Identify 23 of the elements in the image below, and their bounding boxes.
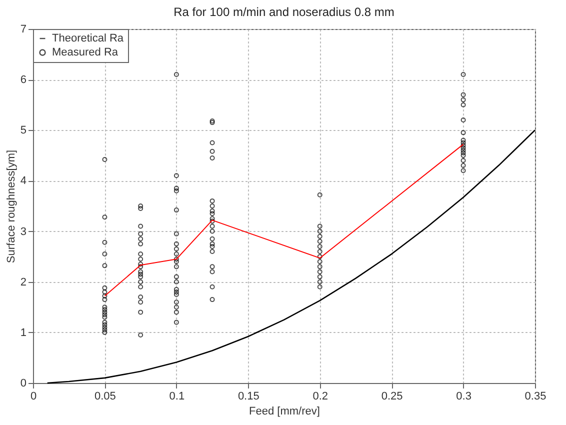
y-tick-label: 6 xyxy=(20,74,26,86)
x-axis-title: Feed [mm/rev] xyxy=(249,406,320,418)
chart-title: Ra for 100 m/min and noseradius 0.8 mm xyxy=(174,5,394,19)
y-tick-label: 4 xyxy=(20,175,26,188)
legend-label: Theoretical Ra xyxy=(52,32,124,44)
x-tick-label: 0.2 xyxy=(312,390,328,402)
x-tick-label: 0 xyxy=(30,390,37,402)
x-tick-label: 0.3 xyxy=(456,390,472,402)
y-axis-title: Surface roughness[ym] xyxy=(5,150,18,264)
x-tick-label: 0.05 xyxy=(94,390,116,402)
y-tick-label: 0 xyxy=(20,378,26,390)
line-series xyxy=(46,129,536,384)
y-tick-label: 2 xyxy=(20,276,26,288)
x-tick-label: 0.15 xyxy=(238,390,260,402)
legend-label: Measured Ra xyxy=(52,46,119,58)
x-tick-label: 0.35 xyxy=(524,390,546,402)
y-tick-label: 7 xyxy=(20,24,26,36)
x-tick-label: 0.25 xyxy=(381,390,403,402)
line-series xyxy=(104,144,464,297)
y-tick-label: 1 xyxy=(20,326,26,339)
y-tick-label: 5 xyxy=(20,124,26,137)
y-tick-label: 3 xyxy=(20,226,26,238)
x-tick-label: 0.1 xyxy=(169,390,185,402)
